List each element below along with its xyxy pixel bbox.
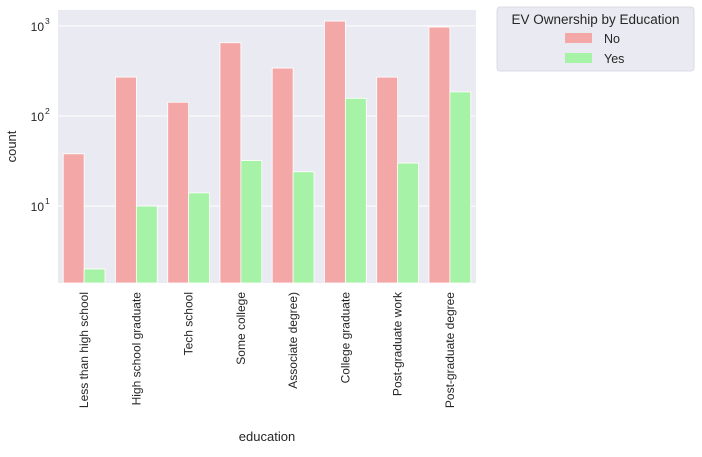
- y-tick-label: 10: [31, 110, 45, 124]
- bar-no-8: [428, 26, 451, 284]
- x-tick-label: High school graduate: [129, 292, 143, 406]
- bar-yes-5: [292, 171, 315, 284]
- bar-no-2: [115, 76, 137, 284]
- y-tick-exponent: 3: [45, 16, 50, 26]
- bar-yes-7: [397, 162, 419, 284]
- bar-no-6: [324, 20, 346, 284]
- x-tick-label: Less than high school: [77, 292, 91, 408]
- x-tick-label: Associate degree): [286, 292, 300, 389]
- x-tick-label: Tech school: [182, 292, 196, 355]
- y-tick-label: 10: [31, 200, 45, 214]
- y-tick-exponent: 1: [45, 196, 50, 206]
- bar-yes-3: [188, 192, 210, 284]
- bar-no-4: [219, 42, 242, 284]
- bar-no-1: [62, 153, 85, 284]
- bar-yes-4: [240, 160, 263, 284]
- bar-no-7: [376, 76, 399, 284]
- legend-box: [496, 6, 695, 72]
- bar-yes-8: [449, 91, 472, 284]
- x-tick-label: Post-graduate work: [391, 291, 405, 396]
- x-tick-label: College graduate: [338, 292, 352, 384]
- legend-swatch-yes: [565, 53, 592, 63]
- bar-no-5: [271, 67, 294, 284]
- y-tick-exponent: 2: [45, 106, 50, 116]
- x-tick-labels: Less than high school High school graduat…: [77, 291, 457, 408]
- bar-yes-2: [135, 205, 158, 284]
- legend-label-no: No: [604, 32, 620, 46]
- bar-no-3: [167, 101, 190, 284]
- y-tick-label: 10: [31, 20, 45, 34]
- y-axis-label: count: [4, 130, 19, 162]
- legend-swatch-no: [565, 33, 592, 43]
- x-tick-label: Some college: [234, 292, 248, 365]
- x-tick-label: Post-graduate degree: [443, 292, 457, 408]
- bar-yes-1: [83, 268, 106, 284]
- bar-yes-6: [344, 97, 367, 284]
- bars: [62, 20, 472, 284]
- legend: EV Ownership by Education No Yes: [496, 6, 695, 72]
- legend-label-yes: Yes: [604, 52, 624, 66]
- legend-title: EV Ownership by Education: [511, 12, 679, 27]
- x-axis-label: education: [239, 429, 295, 444]
